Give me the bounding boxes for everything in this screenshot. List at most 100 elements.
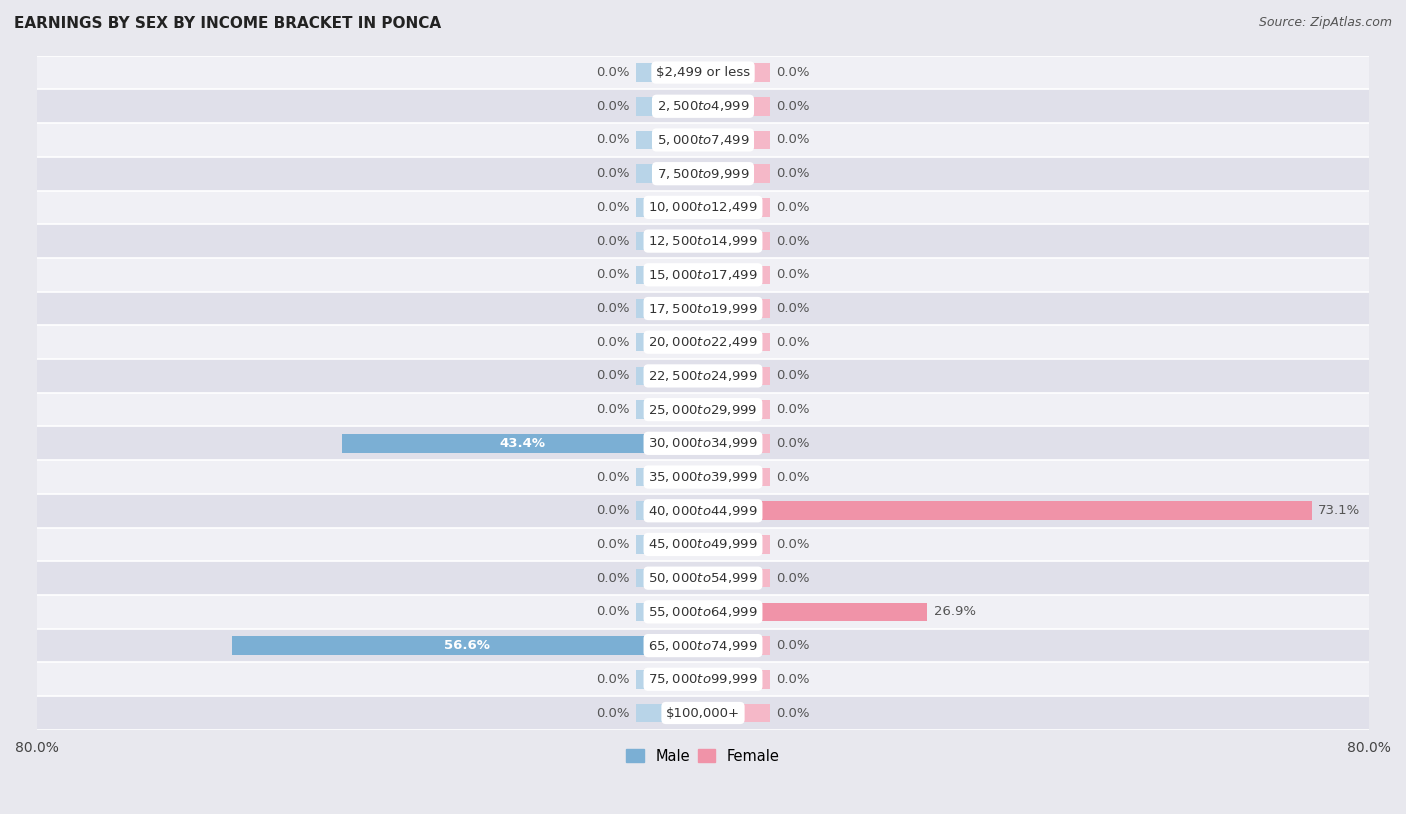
Bar	[637, 300, 703, 317]
Text: 0.0%: 0.0%	[776, 66, 810, 79]
Bar	[703, 704, 769, 722]
Text: $2,499 or less: $2,499 or less	[657, 66, 749, 79]
Text: $50,000 to $54,999: $50,000 to $54,999	[648, 571, 758, 585]
Bar	[703, 198, 769, 217]
Text: 0.0%: 0.0%	[776, 707, 810, 720]
Bar	[637, 366, 703, 385]
Bar	[37, 55, 1369, 90]
Bar	[37, 393, 1369, 427]
Text: 0.0%: 0.0%	[776, 167, 810, 180]
Bar	[37, 696, 1369, 730]
Text: 0.0%: 0.0%	[776, 673, 810, 686]
Bar	[703, 501, 1312, 520]
Bar	[703, 366, 769, 385]
Text: 73.1%: 73.1%	[1319, 504, 1361, 517]
Text: 0.0%: 0.0%	[776, 571, 810, 584]
Text: EARNINGS BY SEX BY INCOME BRACKET IN PONCA: EARNINGS BY SEX BY INCOME BRACKET IN PON…	[14, 16, 441, 31]
Bar	[37, 527, 1369, 562]
Text: $40,000 to $44,999: $40,000 to $44,999	[648, 504, 758, 518]
Text: $65,000 to $74,999: $65,000 to $74,999	[648, 639, 758, 653]
Text: $35,000 to $39,999: $35,000 to $39,999	[648, 470, 758, 484]
Bar	[37, 291, 1369, 326]
Bar	[37, 460, 1369, 494]
Text: $10,000 to $12,499: $10,000 to $12,499	[648, 200, 758, 214]
Bar	[637, 232, 703, 251]
Text: Source: ZipAtlas.com: Source: ZipAtlas.com	[1258, 16, 1392, 29]
Bar	[37, 494, 1369, 527]
Text: $5,000 to $7,499: $5,000 to $7,499	[657, 133, 749, 147]
Bar	[637, 198, 703, 217]
Text: $12,500 to $14,999: $12,500 to $14,999	[648, 234, 758, 248]
Text: 0.0%: 0.0%	[776, 639, 810, 652]
Bar	[703, 333, 769, 352]
Text: $7,500 to $9,999: $7,500 to $9,999	[657, 167, 749, 181]
Bar	[637, 535, 703, 554]
Bar	[637, 670, 703, 689]
Text: 0.0%: 0.0%	[596, 269, 630, 282]
Bar	[703, 468, 769, 486]
Bar	[232, 637, 703, 654]
Bar	[637, 602, 703, 621]
Bar	[637, 164, 703, 183]
Bar	[703, 131, 769, 149]
Text: 0.0%: 0.0%	[596, 538, 630, 551]
Bar	[703, 400, 769, 419]
Bar	[637, 333, 703, 352]
Bar	[37, 628, 1369, 663]
Text: 0.0%: 0.0%	[596, 606, 630, 619]
Bar	[703, 569, 769, 588]
Text: $20,000 to $22,499: $20,000 to $22,499	[648, 335, 758, 349]
Bar	[37, 427, 1369, 460]
Text: 0.0%: 0.0%	[596, 571, 630, 584]
Text: $45,000 to $49,999: $45,000 to $49,999	[648, 537, 758, 551]
Bar	[637, 468, 703, 486]
Bar	[37, 157, 1369, 190]
Text: 0.0%: 0.0%	[596, 302, 630, 315]
Bar	[637, 501, 703, 520]
Bar	[637, 569, 703, 588]
Text: 0.0%: 0.0%	[596, 335, 630, 348]
Bar	[703, 265, 769, 284]
Bar	[637, 97, 703, 116]
Text: 0.0%: 0.0%	[776, 201, 810, 214]
Text: 26.9%: 26.9%	[934, 606, 976, 619]
Bar	[703, 97, 769, 116]
Bar	[703, 434, 769, 453]
Text: 0.0%: 0.0%	[776, 403, 810, 416]
Bar	[703, 535, 769, 554]
Text: 0.0%: 0.0%	[776, 302, 810, 315]
Bar	[703, 232, 769, 251]
Text: 0.0%: 0.0%	[596, 470, 630, 484]
Text: $17,500 to $19,999: $17,500 to $19,999	[648, 301, 758, 316]
Text: 0.0%: 0.0%	[596, 234, 630, 247]
Text: 0.0%: 0.0%	[596, 167, 630, 180]
Text: 0.0%: 0.0%	[596, 100, 630, 113]
Bar	[703, 670, 769, 689]
Text: 0.0%: 0.0%	[776, 538, 810, 551]
Legend: Male, Female: Male, Female	[620, 743, 786, 770]
Text: 0.0%: 0.0%	[596, 133, 630, 147]
Bar	[637, 265, 703, 284]
Bar	[37, 190, 1369, 224]
Text: $2,500 to $4,999: $2,500 to $4,999	[657, 99, 749, 113]
Bar	[37, 326, 1369, 359]
Text: 0.0%: 0.0%	[776, 335, 810, 348]
Bar	[703, 637, 769, 654]
Bar	[37, 123, 1369, 157]
Text: 0.0%: 0.0%	[596, 673, 630, 686]
Bar	[703, 300, 769, 317]
Text: $55,000 to $64,999: $55,000 to $64,999	[648, 605, 758, 619]
Text: $30,000 to $34,999: $30,000 to $34,999	[648, 436, 758, 450]
Text: 0.0%: 0.0%	[776, 133, 810, 147]
Text: 0.0%: 0.0%	[776, 269, 810, 282]
Text: 56.6%: 56.6%	[444, 639, 491, 652]
Bar	[703, 63, 769, 82]
Text: 0.0%: 0.0%	[776, 370, 810, 383]
Bar	[637, 704, 703, 722]
Bar	[637, 63, 703, 82]
Text: 0.0%: 0.0%	[596, 707, 630, 720]
Text: 0.0%: 0.0%	[596, 201, 630, 214]
Text: $100,000+: $100,000+	[666, 707, 740, 720]
Text: 0.0%: 0.0%	[596, 66, 630, 79]
Text: 0.0%: 0.0%	[596, 403, 630, 416]
